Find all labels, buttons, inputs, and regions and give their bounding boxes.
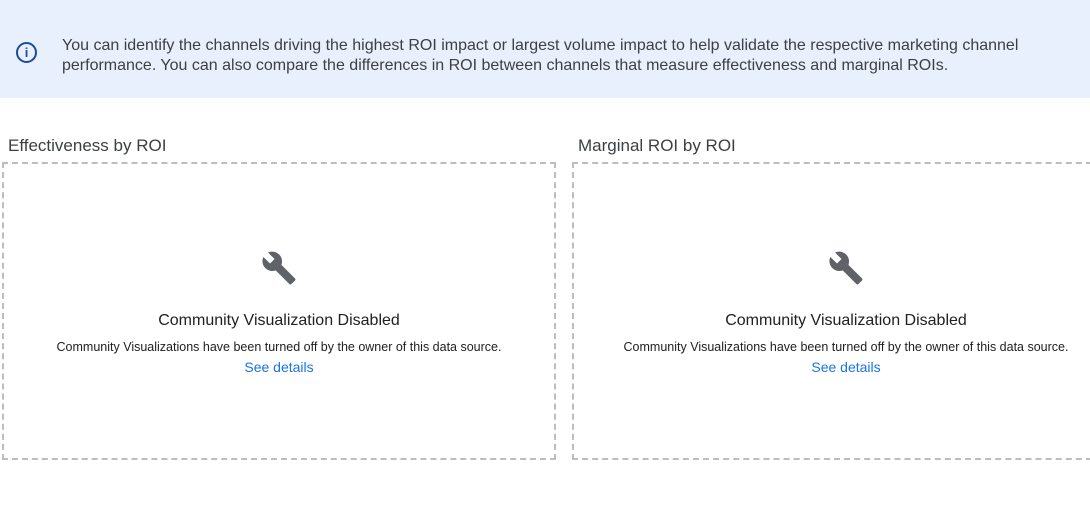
see-details-link[interactable]: See details (811, 359, 881, 375)
banner-text: You can identify the channels driving th… (62, 37, 1019, 74)
info-icon: i (16, 42, 37, 63)
info-banner: i You can identify the channels driving … (0, 0, 1090, 98)
wrench-icon (829, 251, 863, 285)
see-details-link[interactable]: See details (244, 359, 314, 375)
chart-title-marginal-roi: Marginal ROI by ROI (578, 136, 736, 155)
disabled-message: Community Visualizations have been turne… (623, 340, 1069, 354)
disabled-heading: Community Visualization Disabled (725, 312, 967, 329)
chart-panel-marginal-roi: Community Visualization Disabled Communi… (572, 162, 1090, 460)
disabled-message: Community Visualizations have been turne… (56, 340, 502, 354)
wrench-icon (262, 251, 296, 285)
disabled-heading: Community Visualization Disabled (158, 312, 400, 329)
chart-title-effectiveness: Effectiveness by ROI (8, 136, 167, 155)
chart-panel-effectiveness: Community Visualization Disabled Communi… (2, 162, 556, 460)
